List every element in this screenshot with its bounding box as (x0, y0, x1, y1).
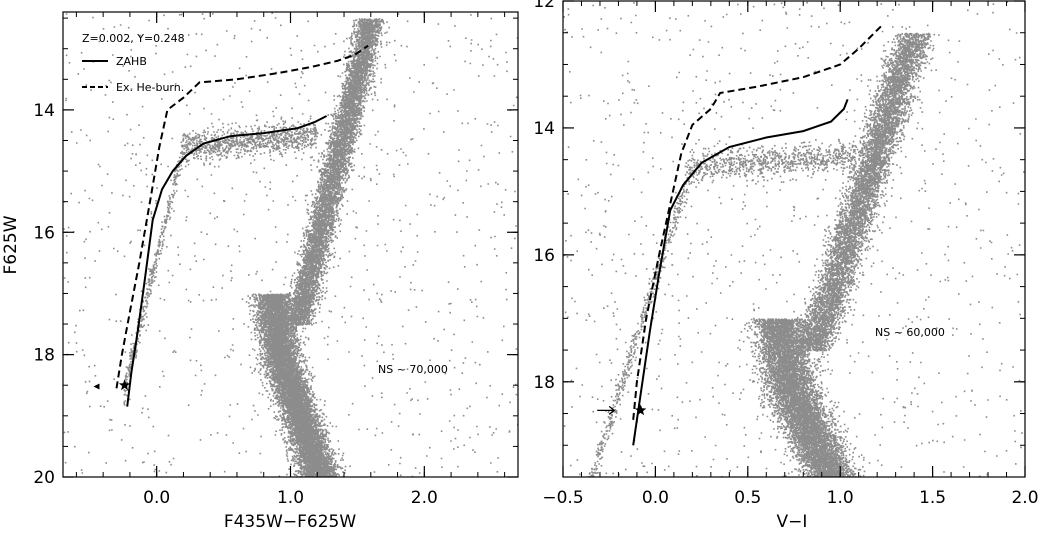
ns-label-right: NS ~ 60,000 (875, 326, 945, 339)
star-point-cloud (63, 12, 518, 477)
x-tick-label: 0.0 (642, 488, 669, 508)
x-tick-label: 0.0 (143, 488, 170, 508)
legend-label-zahb: ZAHB (116, 55, 147, 68)
x-tick-label: −0.5 (542, 488, 583, 508)
extended-he-burning-line (632, 25, 882, 420)
y-tick-label: 12 (533, 0, 555, 12)
y-tick-label: 20 (33, 468, 55, 488)
y-tick-label: 14 (533, 119, 555, 139)
markers (597, 404, 647, 416)
plot-frame (62, 11, 519, 478)
axis-ticks: 0.0 1.0 2.0 14 16 18 20 (33, 12, 518, 508)
star-marker (634, 404, 647, 416)
x-tick-label: 1.5 (919, 488, 946, 508)
metallicity-label: Z=0.002, Y=0.248 (82, 32, 185, 45)
plot-frame (562, 0, 1026, 478)
y-tick-label: 14 (33, 101, 55, 121)
extended-he-burning-line (115, 44, 369, 389)
ns-label-left: NS ~ 70,000 (378, 363, 448, 376)
y-axis-title-left: F625W (1, 215, 21, 274)
zahb-line (126, 115, 328, 407)
star-point-cloud (563, 1, 1025, 477)
star-points (563, 1, 1025, 477)
star-points (63, 12, 518, 477)
x-tick-label: 0.5 (734, 488, 761, 508)
x-tick-label: 2.0 (1011, 488, 1038, 508)
arrow-head (608, 405, 616, 415)
x-axis-title-left: F435W−F625W (224, 512, 357, 532)
y-tick-label: 16 (33, 223, 55, 243)
y-tick-label: 18 (533, 373, 555, 393)
isochrone-lines (632, 25, 882, 446)
star-marker (118, 379, 131, 391)
legend-label-exhe: Ex. He-burn. (116, 81, 184, 94)
x-tick-label: 2.0 (411, 488, 438, 508)
y-tick-label: 18 (33, 346, 55, 366)
x-axis-title-right: V−I (777, 512, 808, 532)
y-tick-label: 16 (533, 246, 555, 266)
x-tick-label: 1.0 (827, 488, 854, 508)
zahb-line (632, 99, 849, 446)
axis-ticks: −0.5 0.0 0.5 1.0 1.5 2.0 12 14 16 18 (533, 0, 1038, 508)
arrow-marker (93, 383, 100, 390)
isochrone-lines (115, 44, 369, 407)
markers (93, 379, 131, 391)
x-tick-label: 1.0 (277, 488, 304, 508)
